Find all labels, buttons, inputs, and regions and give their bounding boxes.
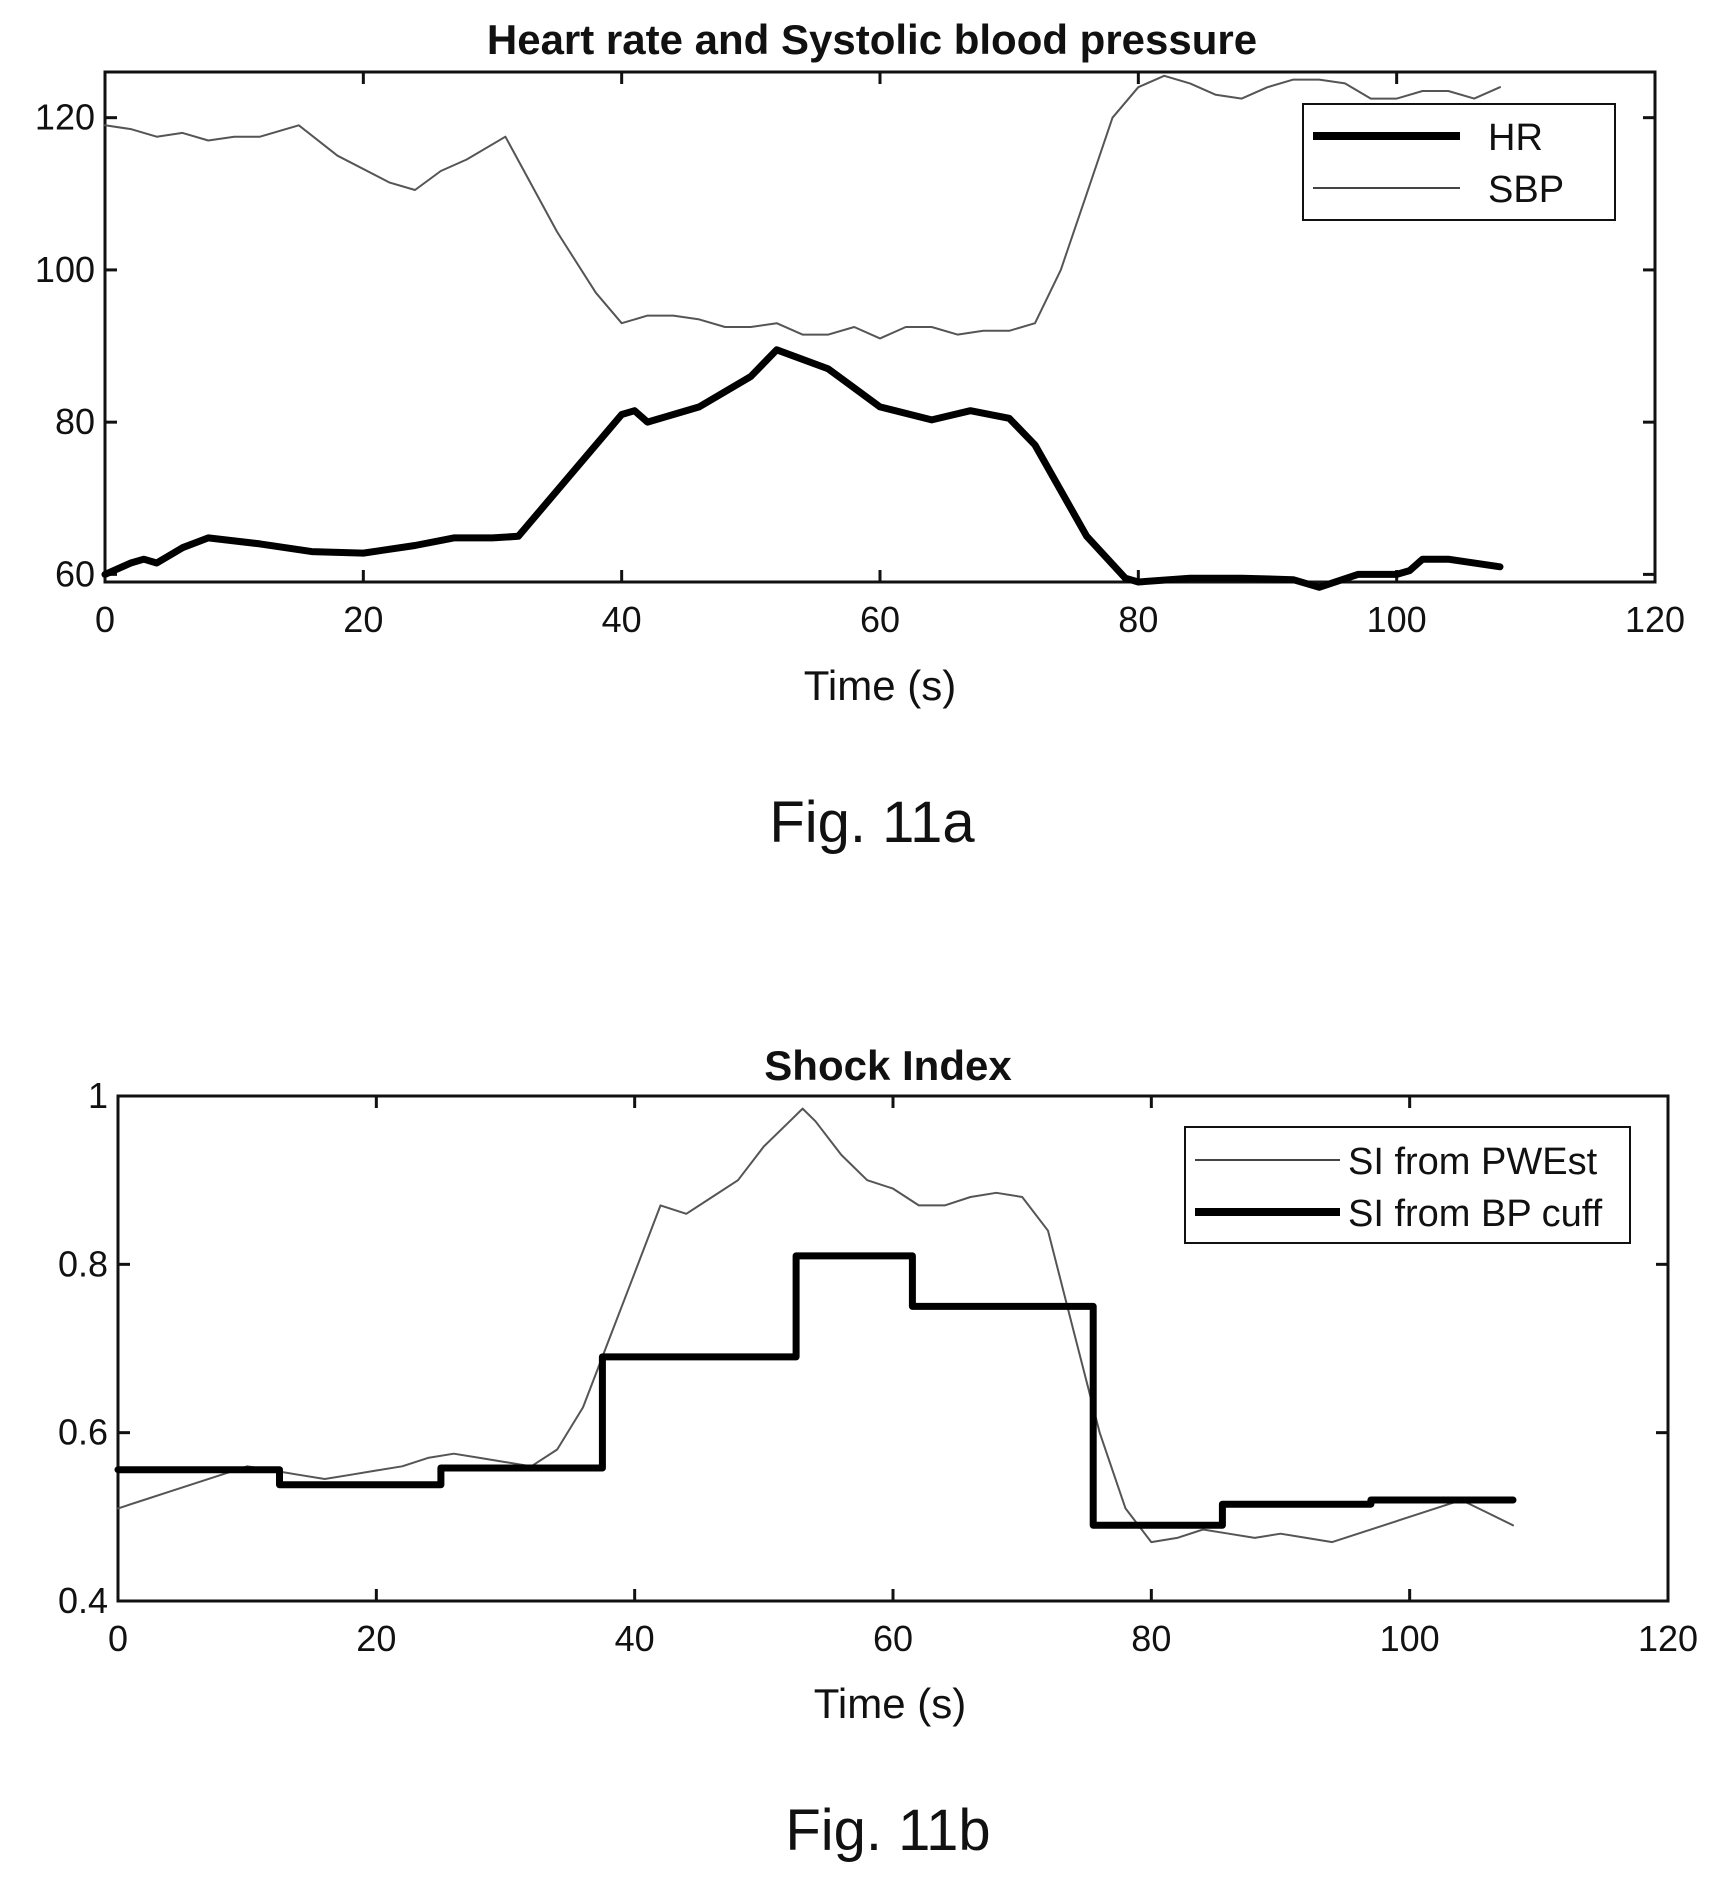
x-tick-label: 80 [1118, 599, 1158, 640]
chart-a-ticks: 0 20 40 60 80 100 120 60 80 100 120 [35, 72, 1685, 640]
chart-b-legend: SI from PWEst SI from BP cuff [1184, 1126, 1631, 1244]
x-tick-label: 40 [615, 1618, 655, 1659]
chart-shock-index: Shock Index 0 20 40 60 80 100 120 0.4 0.6 0.8 1 Ti… [58, 1042, 1698, 1863]
chart-b-legend-label-pwest: SI from PWEst [1348, 1141, 1598, 1183]
series-line-si-from-pwest [117, 1107, 1514, 1544]
series-line-sbp [104, 74, 1501, 340]
y-tick-label: 0.8 [58, 1243, 108, 1284]
x-tick-label: 40 [602, 599, 642, 640]
y-tick-label: 80 [55, 401, 95, 442]
chart-b-title: Shock Index [764, 1042, 1012, 1089]
chart-b-caption: Fig. 11b [785, 1798, 990, 1863]
series-line-hr [101, 346, 1504, 591]
chart-heart-rate-sbp: Heart rate and Systolic blood pressure 0… [35, 16, 1685, 855]
y-tick-label: 0.6 [58, 1412, 108, 1453]
y-tick-label: 0.4 [58, 1580, 108, 1621]
chart-a-legend-label-sbp: SBP [1488, 169, 1564, 211]
x-tick-label: 60 [860, 599, 900, 640]
chart-a-title: Heart rate and Systolic blood pressure [487, 16, 1257, 63]
chart-a-caption: Fig. 11a [769, 790, 975, 855]
x-tick-label: 20 [356, 1618, 396, 1659]
x-tick-label: 120 [1638, 1618, 1698, 1659]
chart-a-legend-box [1302, 103, 1616, 221]
chart-a-legend-label-hr: HR [1488, 117, 1543, 159]
x-tick-label: 20 [343, 599, 383, 640]
chart-b-legend-label-bpcuff: SI from BP cuff [1348, 1193, 1603, 1235]
chart-a-x-axis-label: Time (s) [804, 662, 956, 709]
x-tick-label: 80 [1131, 1618, 1171, 1659]
y-tick-label: 1 [88, 1075, 108, 1116]
x-tick-label: 100 [1380, 1618, 1440, 1659]
x-tick-label: 0 [95, 599, 115, 640]
chart-b-legend-box [1184, 1126, 1631, 1244]
x-tick-label: 120 [1625, 599, 1685, 640]
x-tick-label: 100 [1367, 599, 1427, 640]
series-line-si-from-bp-cuff [114, 1252, 1517, 1529]
y-tick-label: 120 [35, 97, 95, 138]
chart-a-legend: HR SBP [1302, 103, 1616, 221]
chart-a-series [101, 74, 1504, 591]
chart-b-series [114, 1107, 1517, 1544]
y-tick-label: 60 [55, 553, 95, 594]
chart-b-x-axis-label: Time (s) [814, 1680, 966, 1727]
y-tick-label: 100 [35, 249, 95, 290]
chart-b-ticks: 0 20 40 60 80 100 120 0.4 0.6 0.8 1 [58, 1075, 1698, 1659]
x-tick-label: 60 [873, 1618, 913, 1659]
x-tick-label: 0 [108, 1618, 128, 1659]
